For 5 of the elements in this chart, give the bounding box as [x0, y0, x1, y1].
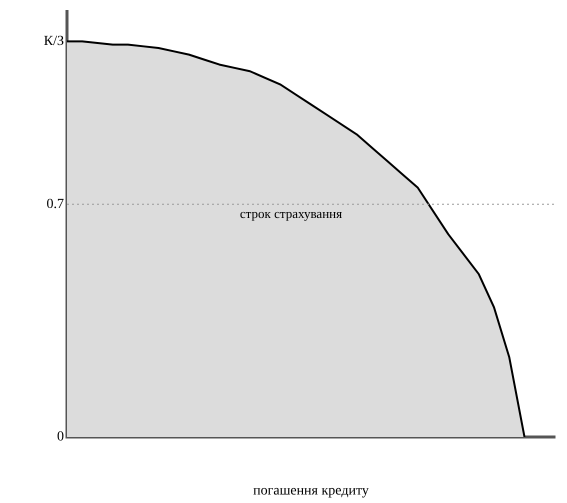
ref-line-label: строк страхування	[240, 206, 342, 222]
y-tick-label: К/З	[44, 34, 64, 49]
y-tick-label: 0	[57, 430, 64, 445]
y-tick-label: 0.7	[46, 196, 64, 212]
x-axis-title: погашення кредиту	[253, 483, 369, 498]
